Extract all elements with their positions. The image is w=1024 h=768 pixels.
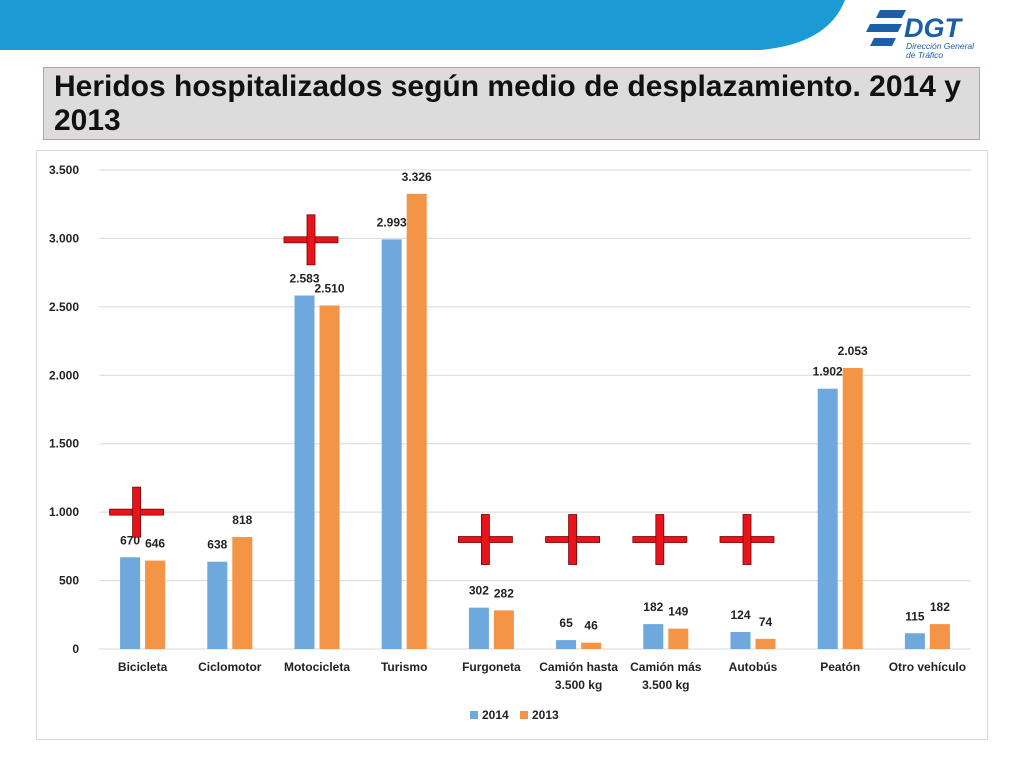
bar-2013-2	[319, 305, 340, 649]
data-label: 2.510	[314, 281, 344, 295]
bar-2013-8	[842, 368, 863, 649]
cross-bar	[655, 514, 665, 565]
legend: 2014 2013	[470, 708, 559, 722]
cross-bar	[306, 214, 316, 266]
bar-2014-9	[904, 633, 925, 649]
bar-2013-6	[668, 628, 689, 649]
logo-subtitle-line-2: de Tráfico	[906, 50, 943, 60]
bar-2013-9	[929, 624, 950, 649]
data-label: 282	[494, 586, 514, 600]
bar-2014-0	[120, 557, 141, 649]
red-cross-icon	[109, 486, 164, 538]
bar-2013-1	[232, 537, 253, 649]
red-cross-icon	[283, 214, 339, 266]
data-label: 818	[232, 513, 252, 527]
y-tick-label: 3.500	[49, 163, 79, 177]
data-label: 65	[559, 616, 573, 630]
data-label: 149	[668, 605, 688, 619]
bar-2013-5	[581, 642, 602, 649]
cross-bar	[480, 514, 490, 565]
x-tick-label: 3.500 kg	[555, 678, 602, 692]
x-tick-label: Bicicleta	[118, 660, 168, 674]
legend-swatch	[520, 711, 528, 719]
bar-2014-8	[817, 388, 838, 649]
x-tick-label: Camión hasta	[539, 660, 618, 674]
logo-subtitle-line-1: Dirección General	[906, 41, 975, 51]
x-tick-label: Peatón	[820, 660, 860, 674]
bar-2014-1	[207, 561, 228, 649]
x-tick-label: Camión más	[630, 660, 702, 674]
legend-label: 2014	[482, 708, 509, 722]
data-label: 2.053	[838, 344, 868, 358]
bar-2013-3	[406, 193, 427, 649]
data-label: 124	[730, 608, 750, 622]
x-tick-label: Ciclomotor	[198, 660, 262, 674]
data-label: 302	[469, 584, 489, 598]
y-tick-label: 1.000	[49, 505, 79, 519]
red-cross-icon	[632, 514, 688, 565]
x-tick-label: Turismo	[381, 660, 427, 674]
red-cross-icon	[545, 514, 601, 565]
bar-2014-4	[468, 607, 489, 649]
red-cross-icon	[719, 514, 775, 565]
bars	[120, 193, 950, 649]
cross-bar	[742, 514, 752, 565]
y-tick-label: 2.000	[49, 368, 79, 382]
legend-label: 2013	[532, 708, 559, 722]
bar-2014-3	[381, 239, 402, 649]
gridlines	[99, 169, 971, 650]
bar-2013-0	[145, 560, 166, 649]
bar-2014-2	[294, 295, 315, 649]
data-label: 1.902	[813, 365, 843, 379]
data-label: 638	[207, 538, 227, 552]
y-tick-label: 0	[72, 642, 79, 656]
bar-2014-6	[643, 624, 664, 649]
data-label: 115	[905, 609, 925, 623]
header-band	[0, 0, 845, 50]
x-tick-label: Autobús	[729, 660, 778, 674]
y-tick-label: 2.500	[49, 300, 79, 314]
data-label: 646	[145, 537, 165, 551]
x-axis-ticks: Bicicleta Ciclomotor Motocicleta Turismo Fur…	[118, 660, 966, 692]
bar-2014-5	[556, 640, 577, 649]
x-tick-label: Motocicleta	[284, 660, 350, 674]
y-tick-label: 500	[59, 574, 79, 588]
cross-bar	[568, 514, 577, 565]
cross-bar	[132, 486, 141, 538]
data-label: 74	[759, 615, 773, 629]
bar-2013-7	[755, 638, 776, 649]
data-label: 2.583	[289, 271, 319, 285]
x-tick-label: Otro vehículo	[889, 660, 966, 674]
x-tick-label: Furgoneta	[462, 660, 521, 674]
bar-2013-4	[493, 610, 514, 649]
legend-swatch	[470, 711, 478, 719]
data-label: 182	[643, 600, 663, 614]
cross-markers	[109, 214, 775, 565]
y-tick-label: 3.000	[49, 231, 79, 245]
y-axis-ticks: 0 500 1.000 1.500 2.000 2.500 3.000 3.500	[49, 163, 79, 656]
logo-text: DGT	[904, 13, 964, 43]
data-label: 46	[584, 619, 598, 633]
red-cross-icon	[457, 514, 513, 565]
data-label: 2.993	[377, 215, 407, 229]
x-tick-label: 3.500 kg	[642, 678, 689, 692]
y-tick-label: 1.500	[49, 437, 79, 451]
chart-frame: 0 500 1.000 1.500 2.000 2.500 3.000 3.500 670 64…	[36, 150, 988, 740]
title-box: Heridos hospitalizados según medio de de…	[43, 67, 980, 140]
bar-2014-7	[730, 632, 751, 649]
data-label: 3.326	[402, 170, 432, 184]
page-title: Heridos hospitalizados según medio de de…	[54, 70, 961, 137]
dgt-logo-icon: DGT Dirección General de Tráfico	[866, 6, 986, 62]
data-label: 182	[930, 600, 950, 614]
